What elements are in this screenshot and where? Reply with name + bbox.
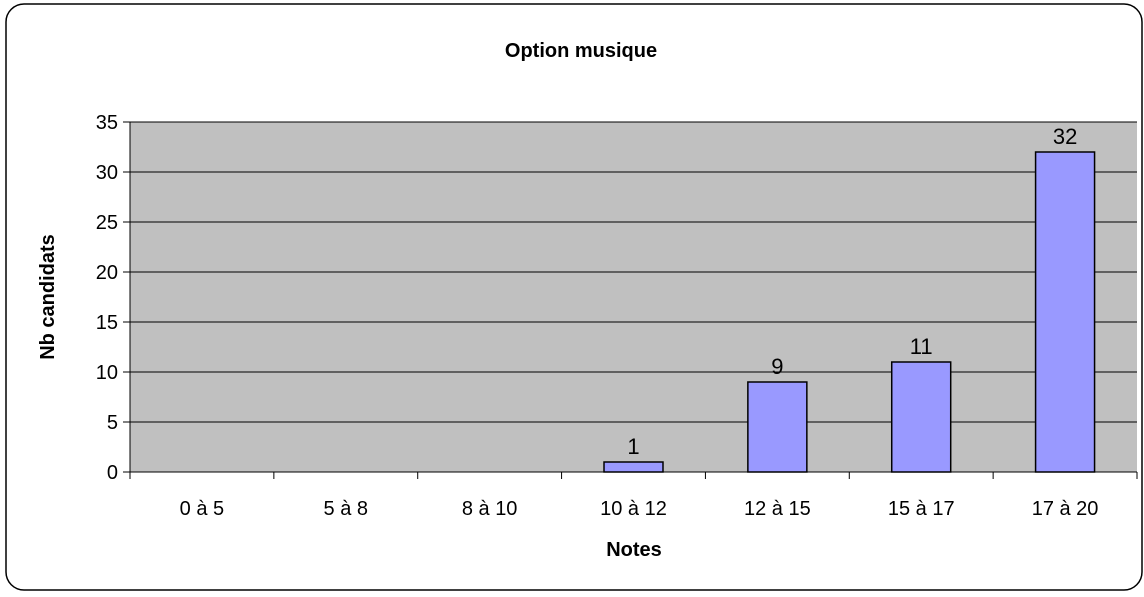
bars	[603, 151, 1096, 473]
y-tick-label: 5	[107, 412, 118, 434]
bar	[747, 381, 808, 473]
labels: 0 5 10 15 20 25 30 35 0 à 5 5 à 8 8 à 10 1 10 à 12 9 1…	[96, 112, 1099, 520]
x-tick-label: 10 à 12	[600, 498, 667, 520]
x-tick-label: 12 à 15	[744, 498, 811, 520]
data-label: 1	[627, 434, 639, 459]
gridlines	[130, 121, 1137, 423]
y-tick-label: 20	[96, 262, 118, 284]
data-label: 32	[1053, 124, 1077, 149]
y-tick-label: 25	[96, 212, 118, 234]
x-tick-label: 0 à 5	[180, 498, 224, 520]
y-tick-label: 15	[96, 312, 118, 334]
x-tick-label: 17 à 20	[1032, 498, 1099, 520]
x-tick-label: 5 à 8	[324, 498, 368, 520]
x-tick-label: 8 à 10	[462, 498, 518, 520]
y-tick-label: 0	[107, 462, 118, 484]
x-axis-title: Notes	[606, 539, 662, 561]
plot-area	[130, 122, 1137, 472]
y-tick-label: 35	[96, 112, 118, 134]
y-tick-label: 10	[96, 362, 118, 384]
y-axis-title: Nb candidats	[37, 234, 59, 360]
y-tick-label: 30	[96, 162, 118, 184]
x-tick-label: 15 à 17	[888, 498, 955, 520]
axes	[123, 121, 1138, 479]
data-label: 9	[771, 354, 783, 379]
bar	[603, 461, 664, 473]
chart-title: Option musique	[505, 40, 657, 62]
bar	[890, 361, 952, 473]
data-label: 11	[910, 334, 933, 359]
bar	[1034, 151, 1096, 473]
